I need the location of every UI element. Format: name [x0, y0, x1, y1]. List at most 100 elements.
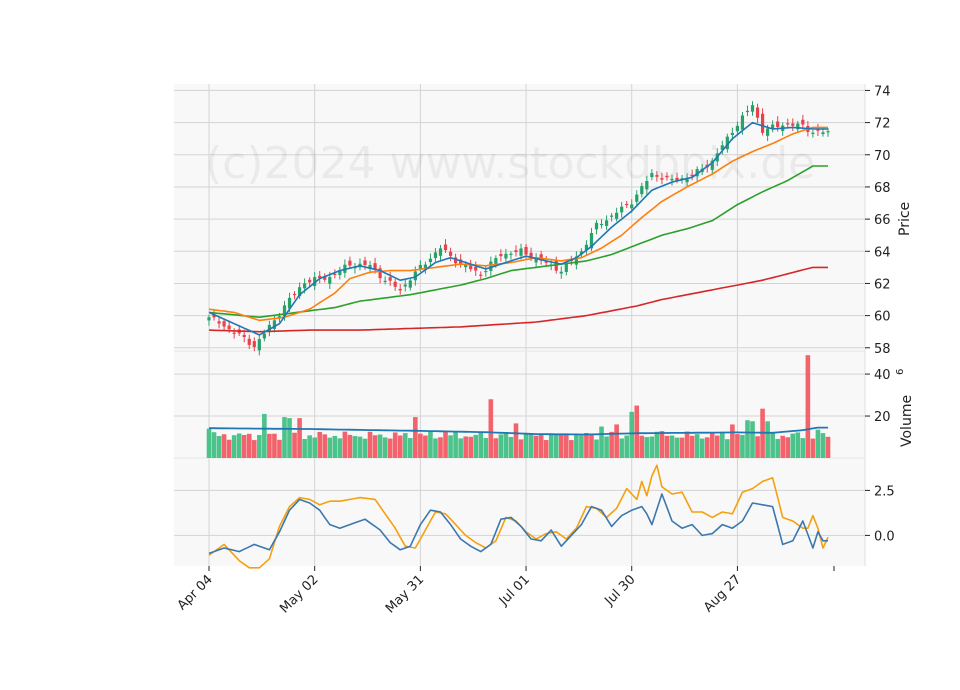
volume-bar: [397, 435, 403, 458]
candle-body: [735, 125, 740, 132]
volume-bar: [413, 417, 418, 458]
x-axis-tick-label: Jul 01: [496, 572, 533, 609]
volume-bar: [503, 432, 509, 458]
volume-bar: [533, 435, 539, 458]
volume-bar: [216, 436, 222, 458]
price-axis-tick-label: 66: [874, 213, 891, 228]
volume-bar: [297, 418, 302, 458]
volume-bar: [262, 413, 267, 458]
candle-body: [378, 268, 382, 279]
candle-body: [539, 254, 543, 261]
x-axis-tick-label: Apr 04: [175, 572, 216, 613]
moving-average-200-line: [208, 266, 828, 333]
volume-bar: [755, 436, 760, 458]
volume-bar: [614, 424, 619, 458]
volume-bar: [352, 436, 358, 458]
candle-body: [675, 177, 679, 181]
candle-body: [474, 266, 478, 271]
volume-bar: [277, 439, 282, 458]
volume-bar: [599, 426, 604, 458]
candle-body: [620, 206, 624, 213]
candle-body: [670, 178, 674, 181]
volume-bar: [604, 436, 609, 458]
volume-bar: [679, 437, 685, 458]
candle-body: [272, 320, 277, 329]
volume-bar: [699, 438, 705, 458]
candle-body: [710, 160, 714, 170]
candle-body: [584, 244, 589, 251]
candle-body: [333, 273, 337, 275]
volume-bar: [629, 411, 635, 458]
candle-body: [383, 280, 387, 283]
candle-body: [750, 105, 755, 112]
volume-bar: [694, 434, 700, 458]
price-axis-tick-label: 70: [874, 149, 891, 164]
volume-average-line: [209, 426, 828, 436]
candle-body: [630, 204, 634, 209]
volume-axis-tick-label: 40: [874, 368, 891, 383]
candle-body: [801, 119, 805, 125]
oscillator-axis-tick-label: 2.5: [874, 484, 895, 499]
volume-axis-tick-label: 20: [874, 410, 891, 425]
candle-body: [760, 113, 765, 133]
volume-bar: [649, 436, 655, 458]
candle-body: [398, 288, 402, 291]
volume-axis-exponent: 6: [895, 369, 906, 375]
volume-bar: [619, 438, 624, 458]
volume-bar: [659, 431, 665, 458]
volume-bar: [569, 440, 574, 458]
candle-body: [393, 281, 397, 287]
volume-bar: [367, 431, 373, 458]
volume-bar: [287, 418, 292, 458]
volume-bar: [735, 434, 740, 458]
candle-body: [730, 132, 734, 135]
candle-body: [484, 270, 488, 273]
candle-body: [655, 175, 659, 177]
volume-bar: [418, 433, 423, 458]
candle-body: [479, 274, 483, 276]
candle-body: [303, 283, 307, 289]
candle-body: [403, 284, 407, 287]
candle-body: [755, 107, 760, 118]
volume-bar: [820, 433, 826, 458]
candle-body: [640, 186, 644, 195]
volume-bar: [720, 433, 725, 458]
volume-bar: [282, 417, 287, 458]
volume-bar: [513, 423, 519, 458]
volume-bar: [543, 440, 549, 458]
volume-bar: [382, 437, 388, 458]
volume-bar: [221, 434, 227, 458]
candle-body: [615, 212, 619, 219]
candle-body: [262, 333, 266, 339]
volume-bar: [317, 431, 323, 458]
volume-bar: [337, 438, 343, 458]
volume-bar: [674, 437, 680, 458]
candle-body: [610, 215, 614, 217]
candle-body: [232, 332, 236, 334]
candle-body: [514, 250, 518, 253]
volume-bar: [327, 437, 333, 458]
candle-body: [720, 145, 724, 150]
candle-body: [453, 257, 458, 264]
volume-bar: [805, 355, 811, 458]
x-axis-tick-label: May 02: [277, 572, 321, 616]
candle-body: [776, 121, 780, 127]
volume-bar: [387, 438, 393, 458]
volume-bar: [241, 434, 247, 458]
volume-bar: [377, 434, 383, 458]
volume-bar: [825, 436, 831, 458]
candle-body: [524, 246, 528, 255]
volume-bar: [357, 436, 363, 458]
candle-body: [287, 297, 292, 309]
candle-body: [257, 339, 261, 351]
volume-bar: [790, 433, 796, 458]
candle-body: [826, 131, 830, 133]
price-plot: [207, 101, 830, 356]
grid-lines: [174, 84, 865, 566]
candle-body: [313, 277, 317, 287]
volume-bar: [669, 435, 675, 458]
volume-bar: [775, 438, 780, 458]
candle-body: [207, 317, 211, 321]
volume-bar: [709, 432, 715, 458]
